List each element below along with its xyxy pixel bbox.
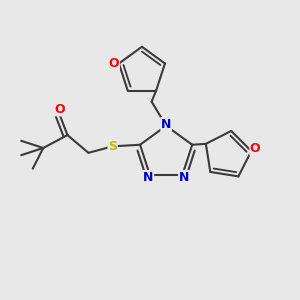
Text: O: O [250, 142, 260, 155]
Text: O: O [54, 103, 65, 116]
Text: N: N [161, 118, 171, 131]
Text: S: S [108, 140, 117, 153]
Text: O: O [109, 57, 119, 70]
Text: N: N [143, 170, 154, 184]
Text: N: N [179, 170, 189, 184]
